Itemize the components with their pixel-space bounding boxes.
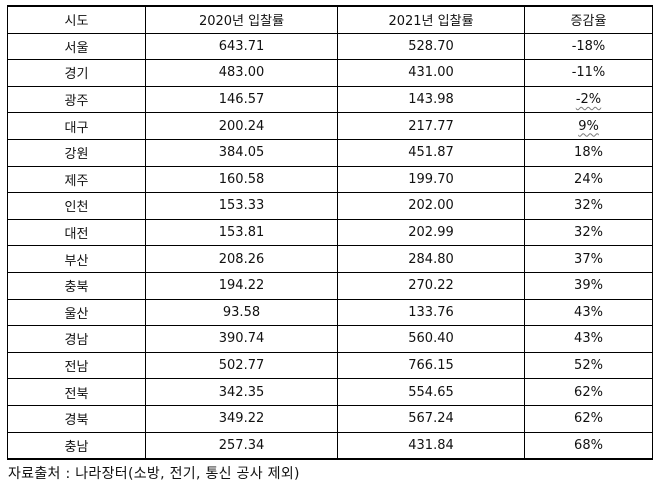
cell-2021-rate: 202.99 <box>337 218 525 247</box>
cell-region: 제주 <box>7 165 146 194</box>
table-row: 강원 384.05 451.87 18% <box>7 138 653 167</box>
cell-2021-rate: 217.77 <box>337 112 525 140</box>
table-row: 전북 342.35 554.65 62% <box>7 378 653 406</box>
cell-region: 경북 <box>7 404 146 433</box>
cell-2021-rate: 766.15 <box>337 351 525 380</box>
cell-region: 울산 <box>7 298 146 327</box>
header-change-rate: 증감율 <box>524 4 653 34</box>
change-rate-text: 9% <box>578 118 599 134</box>
cell-2020-rate: 349.22 <box>145 404 338 433</box>
cell-2021-rate: 431.84 <box>337 431 525 461</box>
cell-region: 전북 <box>7 378 146 406</box>
cell-change-rate: 32% <box>524 218 653 247</box>
cell-region: 전남 <box>7 351 146 380</box>
cell-change-rate: -11% <box>524 59 653 87</box>
cell-2021-rate: 431.00 <box>337 59 525 87</box>
table-row: 대전 153.81 202.99 32% <box>7 218 653 247</box>
table-row: 인천 153.33 202.00 32% <box>7 192 653 220</box>
cell-2021-rate: 554.65 <box>337 378 525 406</box>
table-row: 대구 200.24 217.77 9% <box>7 112 653 140</box>
cell-region: 강원 <box>7 138 146 167</box>
cell-region: 대전 <box>7 218 146 247</box>
cell-region: 경남 <box>7 325 146 353</box>
cell-region: 경기 <box>7 59 146 87</box>
table-row: 경북 349.22 567.24 62% <box>7 404 653 433</box>
table-row: 경남 390.74 560.40 43% <box>7 325 653 353</box>
table-row: 서울 643.71 528.70 -18% <box>7 32 653 61</box>
bid-rate-table: 시도 2020년 입찰률 2021년 입찰률 증감율 서울 643.71 528… <box>7 4 653 461</box>
table-row: 경기 483.00 431.00 -11% <box>7 59 653 87</box>
cell-2020-rate: 160.58 <box>145 165 338 194</box>
table-row: 전남 502.77 766.15 52% <box>7 351 653 380</box>
table-row: 충남 257.34 431.84 68% <box>7 431 653 461</box>
cell-2020-rate: 200.24 <box>145 112 338 140</box>
cell-2021-rate: 284.80 <box>337 245 525 273</box>
cell-2020-rate: 194.22 <box>145 271 338 300</box>
cell-2020-rate: 153.81 <box>145 218 338 247</box>
cell-2021-rate: 528.70 <box>337 32 525 61</box>
cell-change-rate: 62% <box>524 404 653 433</box>
cell-2020-rate: 483.00 <box>145 59 338 87</box>
cell-2020-rate: 643.71 <box>145 32 338 61</box>
cell-change-rate: 43% <box>524 298 653 327</box>
table-header-row: 시도 2020년 입찰률 2021년 입찰률 증감율 <box>7 4 653 34</box>
cell-2021-rate: 143.98 <box>337 85 525 114</box>
cell-change-rate: 9% <box>524 112 653 140</box>
cell-region: 부산 <box>7 245 146 273</box>
cell-2021-rate: 567.24 <box>337 404 525 433</box>
cell-2020-rate: 390.74 <box>145 325 338 353</box>
cell-change-rate: 24% <box>524 165 653 194</box>
cell-region: 인천 <box>7 192 146 220</box>
cell-2020-rate: 384.05 <box>145 138 338 167</box>
header-region: 시도 <box>7 4 146 34</box>
cell-2021-rate: 451.87 <box>337 138 525 167</box>
cell-2020-rate: 153.33 <box>145 192 338 220</box>
header-2021-rate: 2021년 입찰률 <box>337 4 525 34</box>
cell-change-rate: 62% <box>524 378 653 406</box>
table-row: 울산 93.58 133.76 43% <box>7 298 653 327</box>
cell-2020-rate: 208.26 <box>145 245 338 273</box>
table-row: 제주 160.58 199.70 24% <box>7 165 653 194</box>
table-row: 충북 194.22 270.22 39% <box>7 271 653 300</box>
cell-region: 충남 <box>7 431 146 461</box>
cell-region: 광주 <box>7 85 146 114</box>
cell-region: 충북 <box>7 271 146 300</box>
source-note: 자료출처 : 나라장터(소방, 전기, 통신 공사 제외) <box>8 466 300 482</box>
table-row: 부산 208.26 284.80 37% <box>7 245 653 273</box>
change-rate-text: -2% <box>575 92 602 108</box>
header-2020-rate: 2020년 입찰률 <box>145 4 338 34</box>
cell-change-rate: 43% <box>524 325 653 353</box>
cell-change-rate: 39% <box>524 271 653 300</box>
cell-change-rate: 32% <box>524 192 653 220</box>
cell-change-rate: -2% <box>524 85 653 114</box>
cell-change-rate: -18% <box>524 32 653 61</box>
cell-change-rate: 68% <box>524 431 653 461</box>
cell-2021-rate: 560.40 <box>337 325 525 353</box>
cell-2020-rate: 502.77 <box>145 351 338 380</box>
cell-2020-rate: 93.58 <box>145 298 338 327</box>
cell-region: 대구 <box>7 112 146 140</box>
cell-2021-rate: 133.76 <box>337 298 525 327</box>
cell-2021-rate: 270.22 <box>337 271 525 300</box>
cell-2021-rate: 202.00 <box>337 192 525 220</box>
cell-2020-rate: 257.34 <box>145 431 338 461</box>
cell-region: 서울 <box>7 32 146 61</box>
cell-change-rate: 37% <box>524 245 653 273</box>
table-row: 광주 146.57 143.98 -2% <box>7 85 653 114</box>
cell-change-rate: 18% <box>524 138 653 167</box>
cell-2020-rate: 146.57 <box>145 85 338 114</box>
cell-2020-rate: 342.35 <box>145 378 338 406</box>
cell-2021-rate: 199.70 <box>337 165 525 194</box>
cell-change-rate: 52% <box>524 351 653 380</box>
